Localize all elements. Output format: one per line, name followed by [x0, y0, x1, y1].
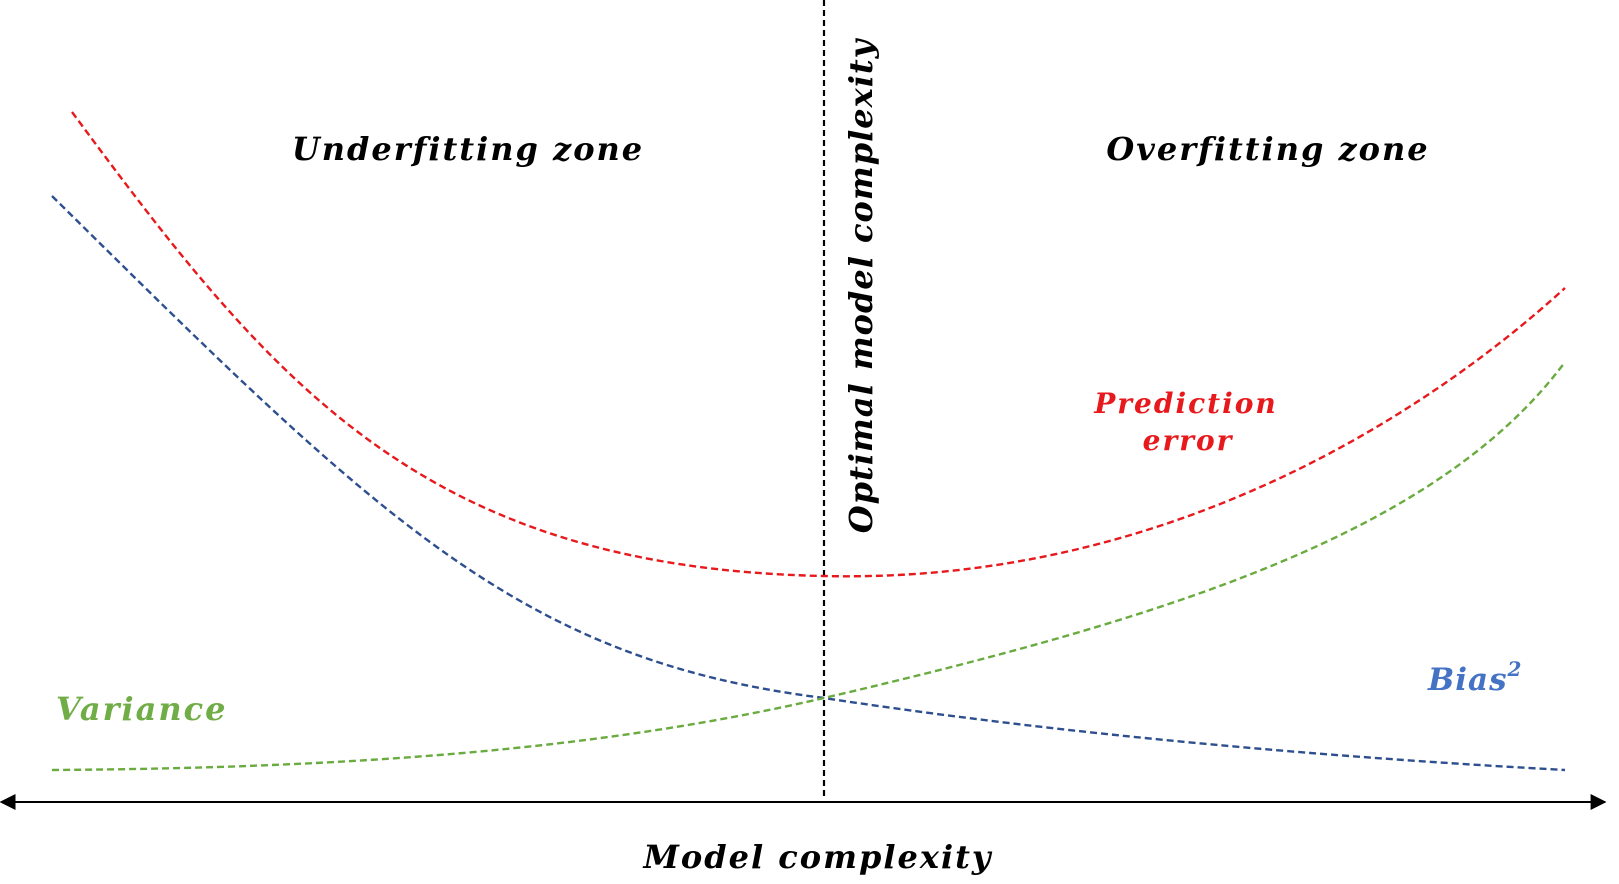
- prediction-error-curve: [71, 111, 1566, 578]
- variance-curve: [51, 361, 1566, 772]
- bias-label-text: Bias: [1427, 662, 1508, 698]
- bias-squared-label: Bias2: [1427, 657, 1522, 698]
- bias-superscript: 2: [1507, 657, 1523, 681]
- variance-label: Variance: [56, 690, 227, 728]
- prediction-error-label: Prediction: [1093, 387, 1278, 420]
- model-complexity-axis-title: Model complexity: [643, 838, 993, 876]
- optimal-complexity-label: Optimal model complexity: [842, 37, 880, 533]
- prediction-error-label-line2: error: [1143, 424, 1234, 457]
- bias-squared-curve: [51, 195, 1566, 772]
- underfitting-zone-label: Underfitting zone: [292, 130, 644, 168]
- overfitting-zone-label: Overfitting zone: [1106, 130, 1429, 168]
